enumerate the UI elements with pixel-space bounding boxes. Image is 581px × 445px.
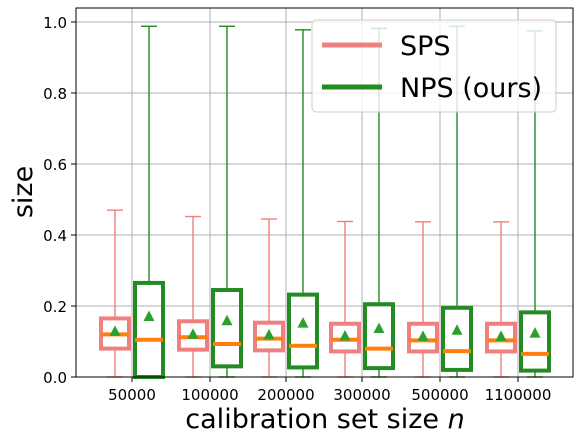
mean-marker: [263, 328, 275, 340]
axes: [75, 7, 574, 378]
legend-label-sps: SPS: [400, 31, 451, 62]
box-nps-200000: [287, 29, 319, 378]
mean-marker: [109, 325, 121, 336]
y-tick-label: 0.6: [43, 156, 67, 174]
iqr-box: [519, 310, 551, 373]
x-tick-label: 1100000: [485, 386, 552, 404]
legend: SPS NPS (ours): [311, 19, 557, 113]
y-tick-label: 0.4: [43, 227, 67, 245]
mean-marker: [529, 327, 541, 338]
series-sps: [99, 209, 517, 378]
iqr-box: [329, 321, 361, 354]
mean-marker: [143, 310, 155, 321]
x-axis-label: calibration set size n: [185, 404, 464, 435]
y-tick-label: 0.8: [43, 85, 67, 103]
x-axis-label-text: calibration set size: [185, 404, 439, 435]
mean-marker: [495, 330, 507, 341]
iqr-box: [211, 288, 243, 369]
legend-label-nps: NPS (ours): [400, 73, 542, 104]
iqr-box: [363, 302, 395, 371]
x-axis-label-var: n: [448, 404, 465, 435]
iqr-box: [485, 321, 517, 354]
mean-marker: [339, 329, 351, 341]
mean-marker: [373, 322, 385, 334]
iqr-box: [441, 305, 473, 372]
axes-frame: [75, 7, 574, 378]
mean-marker: [417, 330, 429, 341]
mean-marker: [221, 314, 233, 326]
y-axis-label: size: [8, 166, 39, 218]
x-tick-label: 200000: [257, 386, 314, 404]
mean-marker: [451, 324, 463, 335]
y-tick-label: 0.0: [43, 369, 67, 387]
mean-marker: [187, 328, 199, 339]
box-sps-50000: [99, 209, 131, 378]
iqr-box: [253, 320, 285, 353]
iqr-box: [407, 321, 439, 354]
iqr-box: [287, 292, 319, 370]
tick-labels: 0.0 0.2 0.4 0.6 0.8 1.0 50000 100000 200000 30000…: [43, 14, 551, 404]
x-tick-label: 300000: [333, 386, 390, 404]
x-tick-label: 50000: [108, 386, 156, 404]
box-nps-100000: [211, 25, 243, 378]
box-series: [99, 25, 551, 379]
grid-lines: [76, 8, 573, 378]
box-sps-100000: [177, 215, 209, 378]
y-tick-label: 1.0: [43, 14, 67, 32]
x-tick-label: 500000: [411, 386, 468, 404]
mean-marker: [297, 317, 309, 328]
x-tick-label: 100000: [181, 386, 238, 404]
y-tick-label: 0.2: [43, 298, 67, 316]
box-sps-1100000: [485, 221, 517, 378]
